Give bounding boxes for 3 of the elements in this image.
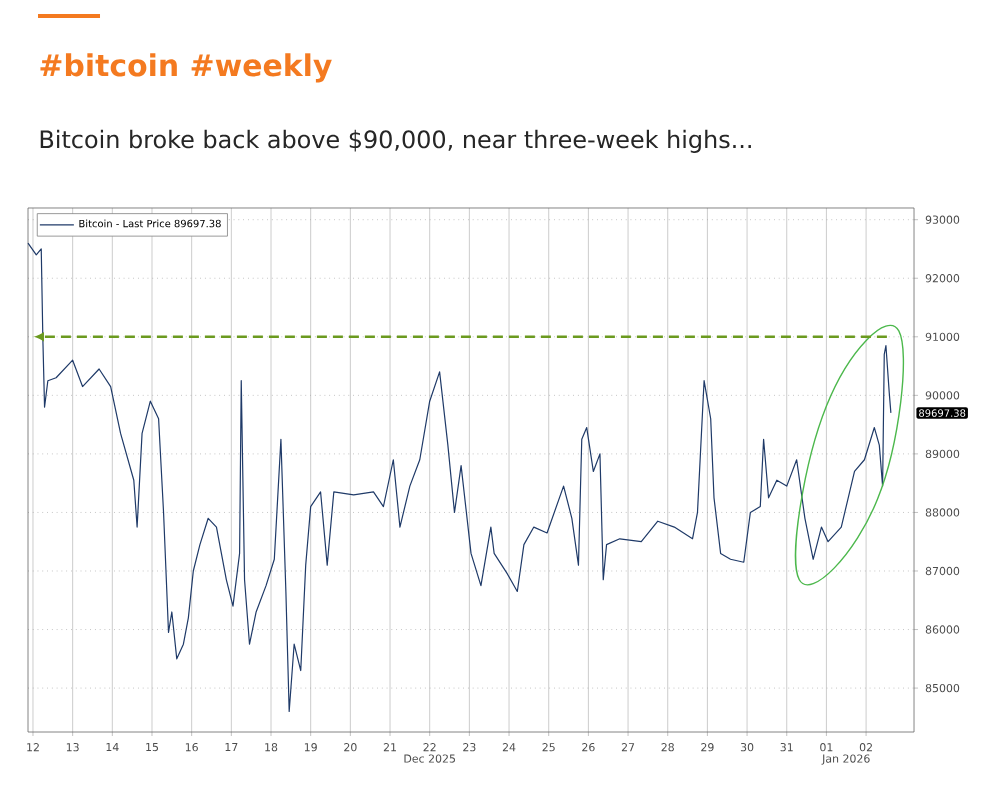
chart-title: #bitcoin #weekly: [40, 53, 332, 83]
line-series: [27, 242, 892, 713]
chart-subtitle: Bitcoin broke back above $90,000, near three-week highs...: [40, 129, 751, 153]
